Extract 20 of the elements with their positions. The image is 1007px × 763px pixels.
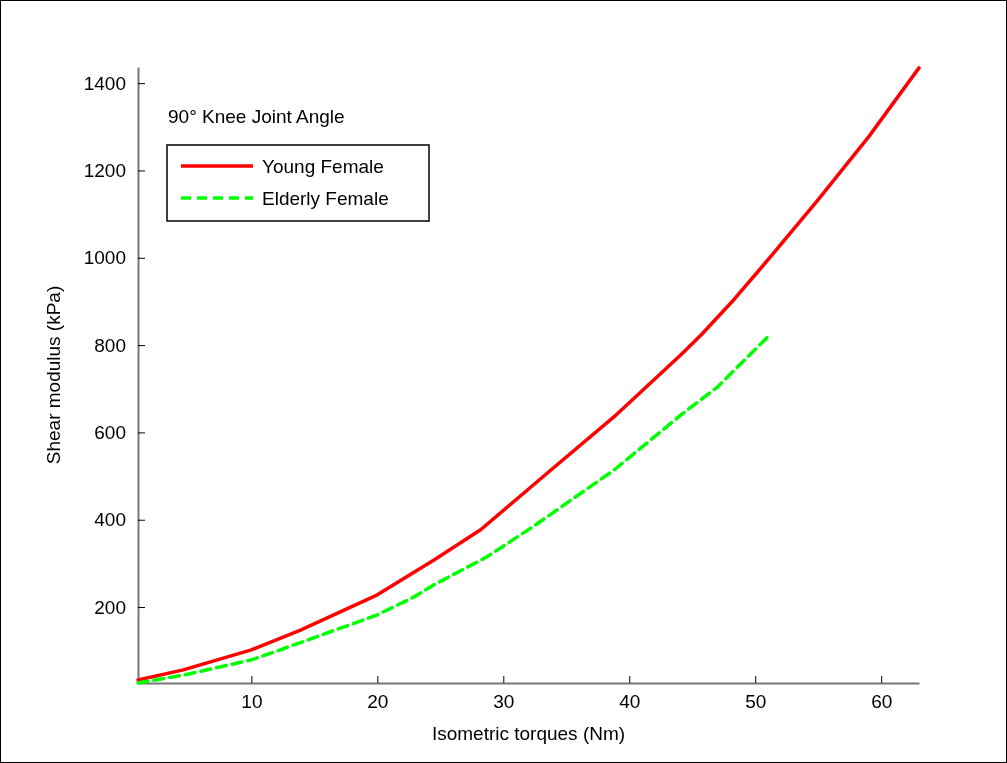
- x-tick-label: 10: [241, 691, 263, 713]
- y-tick-label: 1400: [83, 72, 126, 94]
- y-axis-title: Shear modulus (kPa): [43, 285, 64, 465]
- y-tick-label: 1200: [83, 160, 126, 182]
- x-tick-label: 40: [619, 691, 641, 713]
- legend-label: Young Female: [262, 156, 384, 177]
- y-tick-label: 600: [94, 421, 126, 443]
- y-tick-label: 800: [94, 334, 126, 356]
- legend-label: Elderly Female: [262, 188, 389, 209]
- y-tick-label: 400: [94, 509, 126, 531]
- y-tick-label: 1000: [83, 247, 126, 269]
- annotation: 90° Knee Joint Angle: [168, 106, 345, 127]
- x-axis-title: Isometric torques (Nm): [431, 723, 626, 744]
- x-tick-label: 50: [745, 691, 767, 713]
- x-tick-label: 60: [871, 691, 893, 713]
- x-tick-label: 20: [367, 691, 389, 713]
- line-series: [136, 66, 921, 682]
- line-series: [136, 335, 770, 685]
- x-tick-label: 30: [493, 691, 515, 713]
- y-tick-label: 200: [94, 596, 126, 618]
